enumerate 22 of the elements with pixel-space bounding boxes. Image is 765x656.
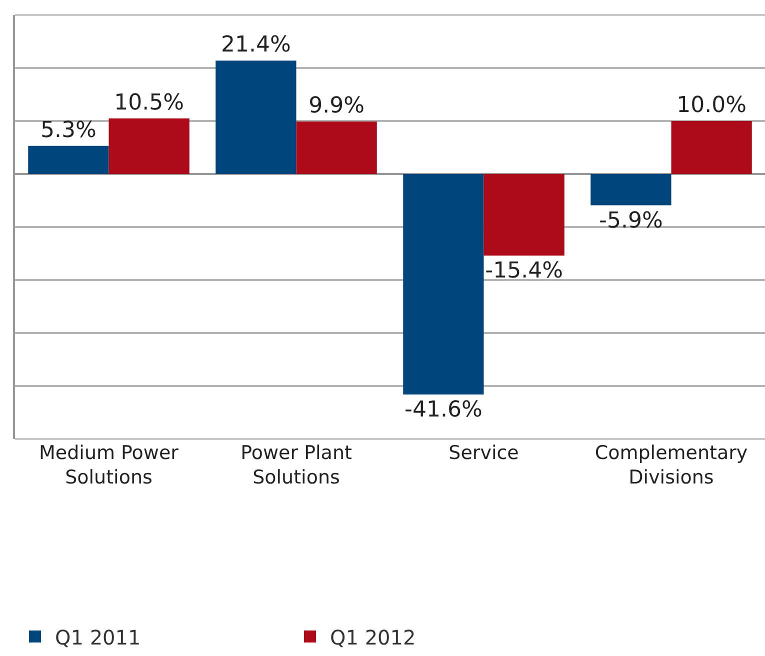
legend-label: Q1 2012 <box>330 625 416 650</box>
data-label: 9.9% <box>308 94 365 119</box>
bar <box>484 174 564 256</box>
bar <box>28 146 109 174</box>
bar <box>108 118 190 174</box>
data-label: -15.4% <box>485 258 563 284</box>
bar <box>590 174 672 206</box>
data-label: 5.3% <box>40 118 96 143</box>
data-label: 10.5% <box>114 90 184 116</box>
legend-label: Q1 2011 <box>55 625 141 650</box>
bar <box>296 122 377 174</box>
x-tick-label: Medium Power Solutions <box>39 442 179 489</box>
data-label: 21.4% <box>220 32 291 58</box>
data-label: 10.0% <box>676 93 747 118</box>
bar <box>671 121 752 174</box>
x-tick-label: Service <box>448 442 519 464</box>
data-label: -5.9% <box>599 208 663 234</box>
bar <box>216 60 296 174</box>
bar <box>403 174 484 394</box>
x-tick-label: Complementary Divisions <box>594 442 748 489</box>
data-label: -41.6% <box>404 397 482 422</box>
x-tick-label: Power Plant Solutions <box>240 442 352 489</box>
